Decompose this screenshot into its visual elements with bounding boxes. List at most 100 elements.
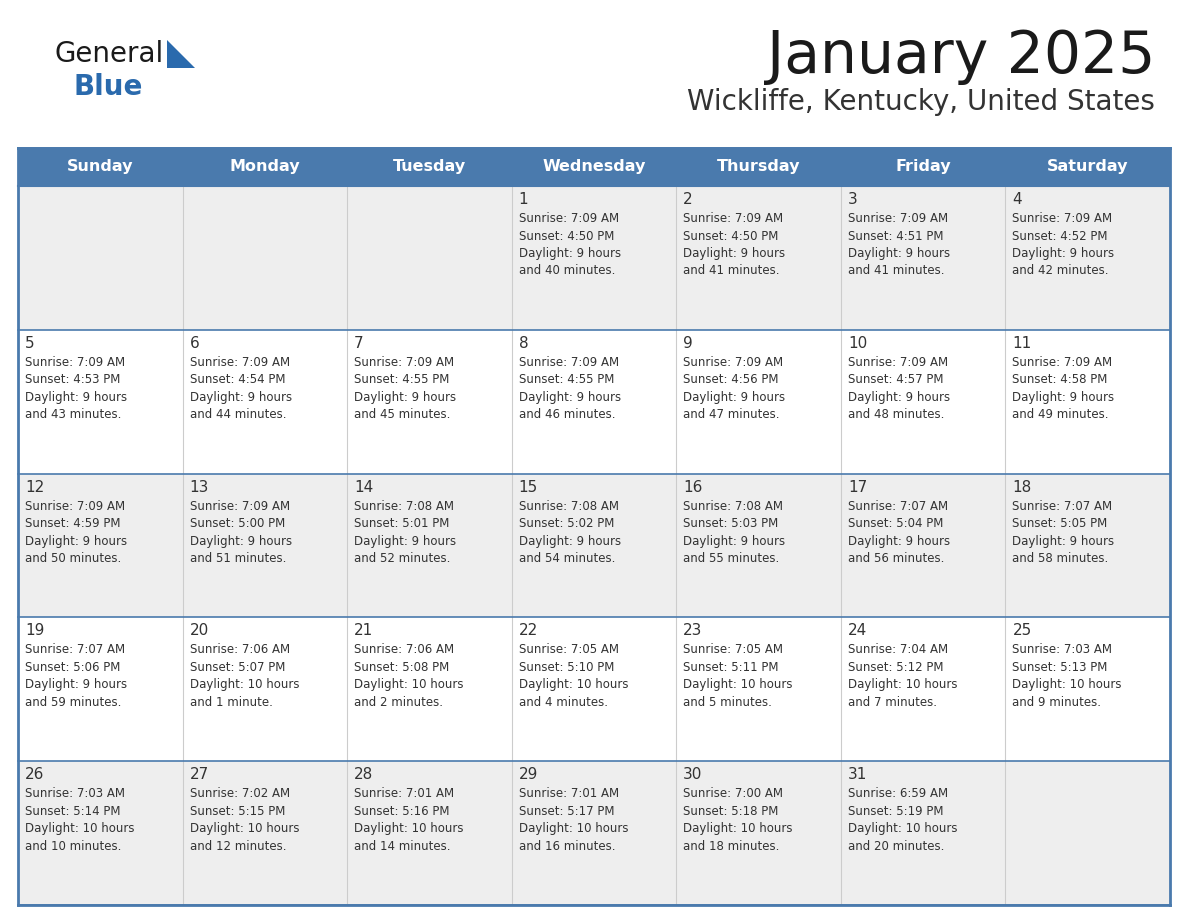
Bar xyxy=(347,474,512,618)
Text: 28: 28 xyxy=(354,767,373,782)
Bar xyxy=(183,148,347,186)
Text: Sunrise: 7:08 AM
Sunset: 5:01 PM
Daylight: 9 hours
and 52 minutes.: Sunrise: 7:08 AM Sunset: 5:01 PM Dayligh… xyxy=(354,499,456,565)
Bar xyxy=(512,330,676,474)
Bar xyxy=(347,148,512,186)
Text: 6: 6 xyxy=(190,336,200,351)
Text: Wednesday: Wednesday xyxy=(542,160,646,174)
Text: 19: 19 xyxy=(25,623,44,638)
Text: Sunrise: 7:02 AM
Sunset: 5:15 PM
Daylight: 10 hours
and 12 minutes.: Sunrise: 7:02 AM Sunset: 5:15 PM Dayligh… xyxy=(190,788,299,853)
Text: 1: 1 xyxy=(519,192,529,207)
Text: Sunrise: 7:01 AM
Sunset: 5:17 PM
Daylight: 10 hours
and 16 minutes.: Sunrise: 7:01 AM Sunset: 5:17 PM Dayligh… xyxy=(519,788,628,853)
Bar xyxy=(18,618,183,761)
Bar xyxy=(183,330,347,474)
Text: Sunrise: 7:09 AM
Sunset: 4:50 PM
Daylight: 9 hours
and 40 minutes.: Sunrise: 7:09 AM Sunset: 4:50 PM Dayligh… xyxy=(519,212,621,277)
Text: 23: 23 xyxy=(683,623,702,638)
Bar xyxy=(676,148,841,186)
Bar xyxy=(512,761,676,905)
Text: Thursday: Thursday xyxy=(716,160,801,174)
Text: 2: 2 xyxy=(683,192,693,207)
Text: January 2025: January 2025 xyxy=(766,28,1155,85)
Bar xyxy=(841,186,1005,330)
Bar xyxy=(347,761,512,905)
Bar xyxy=(1005,330,1170,474)
Bar xyxy=(18,474,183,618)
Text: Sunday: Sunday xyxy=(67,160,133,174)
Text: 3: 3 xyxy=(848,192,858,207)
Text: Sunrise: 7:08 AM
Sunset: 5:02 PM
Daylight: 9 hours
and 54 minutes.: Sunrise: 7:08 AM Sunset: 5:02 PM Dayligh… xyxy=(519,499,621,565)
Text: 24: 24 xyxy=(848,623,867,638)
Text: 26: 26 xyxy=(25,767,44,782)
Text: Monday: Monday xyxy=(229,160,301,174)
Text: 27: 27 xyxy=(190,767,209,782)
Text: 9: 9 xyxy=(683,336,693,351)
Text: Sunrise: 7:06 AM
Sunset: 5:07 PM
Daylight: 10 hours
and 1 minute.: Sunrise: 7:06 AM Sunset: 5:07 PM Dayligh… xyxy=(190,644,299,709)
Text: Sunrise: 7:09 AM
Sunset: 5:00 PM
Daylight: 9 hours
and 51 minutes.: Sunrise: 7:09 AM Sunset: 5:00 PM Dayligh… xyxy=(190,499,292,565)
Bar xyxy=(841,761,1005,905)
Text: Sunrise: 7:09 AM
Sunset: 4:53 PM
Daylight: 9 hours
and 43 minutes.: Sunrise: 7:09 AM Sunset: 4:53 PM Dayligh… xyxy=(25,356,127,421)
Text: 29: 29 xyxy=(519,767,538,782)
Bar xyxy=(512,148,676,186)
Text: 14: 14 xyxy=(354,479,373,495)
Bar xyxy=(347,186,512,330)
Bar xyxy=(1005,618,1170,761)
Text: Sunrise: 6:59 AM
Sunset: 5:19 PM
Daylight: 10 hours
and 20 minutes.: Sunrise: 6:59 AM Sunset: 5:19 PM Dayligh… xyxy=(848,788,958,853)
Text: Sunrise: 7:04 AM
Sunset: 5:12 PM
Daylight: 10 hours
and 7 minutes.: Sunrise: 7:04 AM Sunset: 5:12 PM Dayligh… xyxy=(848,644,958,709)
Text: Sunrise: 7:09 AM
Sunset: 4:50 PM
Daylight: 9 hours
and 41 minutes.: Sunrise: 7:09 AM Sunset: 4:50 PM Dayligh… xyxy=(683,212,785,277)
Text: General: General xyxy=(55,40,164,68)
Bar xyxy=(512,618,676,761)
Bar xyxy=(18,330,183,474)
Text: 11: 11 xyxy=(1012,336,1031,351)
Text: 20: 20 xyxy=(190,623,209,638)
Bar xyxy=(347,618,512,761)
Text: Sunrise: 7:09 AM
Sunset: 4:56 PM
Daylight: 9 hours
and 47 minutes.: Sunrise: 7:09 AM Sunset: 4:56 PM Dayligh… xyxy=(683,356,785,421)
Text: Sunrise: 7:08 AM
Sunset: 5:03 PM
Daylight: 9 hours
and 55 minutes.: Sunrise: 7:08 AM Sunset: 5:03 PM Dayligh… xyxy=(683,499,785,565)
Bar xyxy=(183,618,347,761)
Bar xyxy=(841,330,1005,474)
Bar xyxy=(676,186,841,330)
Text: Sunrise: 7:09 AM
Sunset: 4:55 PM
Daylight: 9 hours
and 46 minutes.: Sunrise: 7:09 AM Sunset: 4:55 PM Dayligh… xyxy=(519,356,621,421)
Text: Sunrise: 7:09 AM
Sunset: 4:58 PM
Daylight: 9 hours
and 49 minutes.: Sunrise: 7:09 AM Sunset: 4:58 PM Dayligh… xyxy=(1012,356,1114,421)
Text: 10: 10 xyxy=(848,336,867,351)
Text: Sunrise: 7:09 AM
Sunset: 4:59 PM
Daylight: 9 hours
and 50 minutes.: Sunrise: 7:09 AM Sunset: 4:59 PM Dayligh… xyxy=(25,499,127,565)
Text: Sunrise: 7:01 AM
Sunset: 5:16 PM
Daylight: 10 hours
and 14 minutes.: Sunrise: 7:01 AM Sunset: 5:16 PM Dayligh… xyxy=(354,788,463,853)
Bar xyxy=(676,474,841,618)
Bar xyxy=(676,330,841,474)
Bar xyxy=(1005,148,1170,186)
Polygon shape xyxy=(168,40,195,68)
Text: 21: 21 xyxy=(354,623,373,638)
Text: 4: 4 xyxy=(1012,192,1022,207)
Text: 30: 30 xyxy=(683,767,702,782)
Text: Sunrise: 7:09 AM
Sunset: 4:55 PM
Daylight: 9 hours
and 45 minutes.: Sunrise: 7:09 AM Sunset: 4:55 PM Dayligh… xyxy=(354,356,456,421)
Text: Wickliffe, Kentucky, United States: Wickliffe, Kentucky, United States xyxy=(687,88,1155,116)
Text: 17: 17 xyxy=(848,479,867,495)
Text: 7: 7 xyxy=(354,336,364,351)
Bar xyxy=(183,761,347,905)
Bar xyxy=(841,618,1005,761)
Text: 22: 22 xyxy=(519,623,538,638)
Text: Sunrise: 7:05 AM
Sunset: 5:10 PM
Daylight: 10 hours
and 4 minutes.: Sunrise: 7:05 AM Sunset: 5:10 PM Dayligh… xyxy=(519,644,628,709)
Bar xyxy=(676,761,841,905)
Bar xyxy=(18,186,183,330)
Bar xyxy=(512,474,676,618)
Text: Sunrise: 7:07 AM
Sunset: 5:05 PM
Daylight: 9 hours
and 58 minutes.: Sunrise: 7:07 AM Sunset: 5:05 PM Dayligh… xyxy=(1012,499,1114,565)
Bar xyxy=(1005,186,1170,330)
Text: 8: 8 xyxy=(519,336,529,351)
Text: Sunrise: 7:00 AM
Sunset: 5:18 PM
Daylight: 10 hours
and 18 minutes.: Sunrise: 7:00 AM Sunset: 5:18 PM Dayligh… xyxy=(683,788,792,853)
Text: Sunrise: 7:03 AM
Sunset: 5:14 PM
Daylight: 10 hours
and 10 minutes.: Sunrise: 7:03 AM Sunset: 5:14 PM Dayligh… xyxy=(25,788,134,853)
Text: Sunrise: 7:09 AM
Sunset: 4:51 PM
Daylight: 9 hours
and 41 minutes.: Sunrise: 7:09 AM Sunset: 4:51 PM Dayligh… xyxy=(848,212,950,277)
Bar xyxy=(512,186,676,330)
Text: Blue: Blue xyxy=(72,73,143,101)
Text: 5: 5 xyxy=(25,336,34,351)
Text: Sunrise: 7:07 AM
Sunset: 5:06 PM
Daylight: 9 hours
and 59 minutes.: Sunrise: 7:07 AM Sunset: 5:06 PM Dayligh… xyxy=(25,644,127,709)
Text: Sunrise: 7:07 AM
Sunset: 5:04 PM
Daylight: 9 hours
and 56 minutes.: Sunrise: 7:07 AM Sunset: 5:04 PM Dayligh… xyxy=(848,499,950,565)
Text: 13: 13 xyxy=(190,479,209,495)
Bar xyxy=(841,474,1005,618)
Text: Sunrise: 7:09 AM
Sunset: 4:54 PM
Daylight: 9 hours
and 44 minutes.: Sunrise: 7:09 AM Sunset: 4:54 PM Dayligh… xyxy=(190,356,292,421)
Bar xyxy=(676,618,841,761)
Bar xyxy=(18,761,183,905)
Bar xyxy=(183,474,347,618)
Bar xyxy=(841,148,1005,186)
Text: 15: 15 xyxy=(519,479,538,495)
Text: Sunrise: 7:09 AM
Sunset: 4:57 PM
Daylight: 9 hours
and 48 minutes.: Sunrise: 7:09 AM Sunset: 4:57 PM Dayligh… xyxy=(848,356,950,421)
Text: Friday: Friday xyxy=(896,160,950,174)
